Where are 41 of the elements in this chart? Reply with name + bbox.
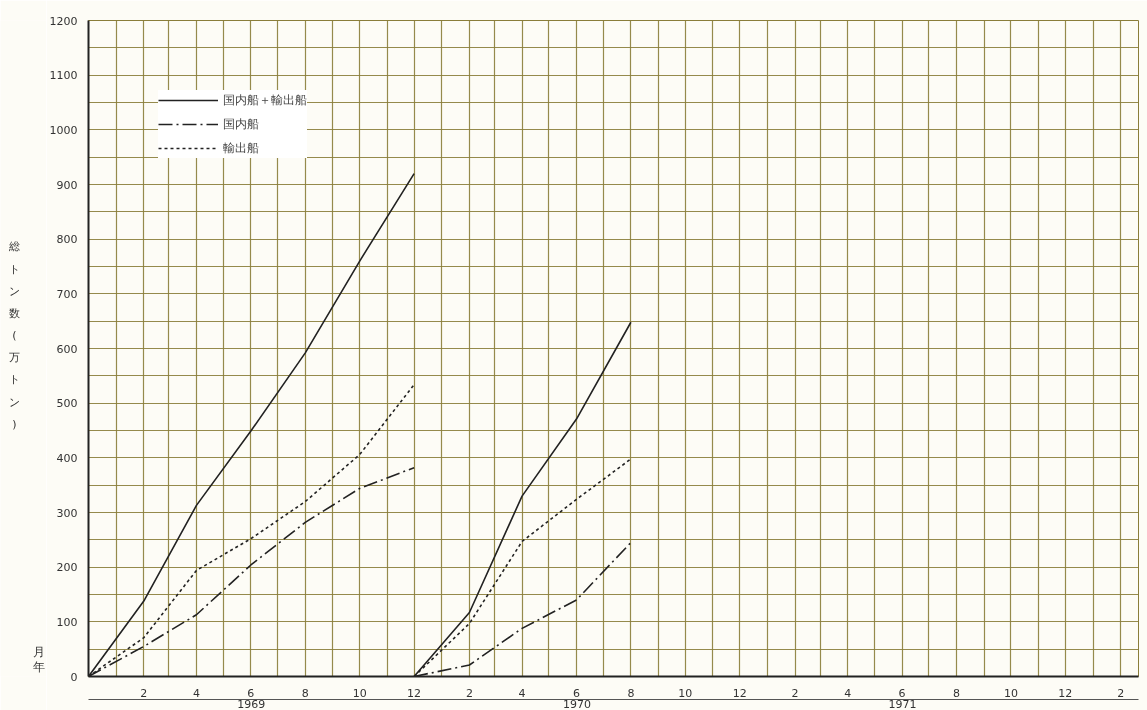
x-tick-label: 6 bbox=[898, 686, 906, 700]
y-tick-label: 100 bbox=[56, 615, 78, 629]
text: 1969 bbox=[237, 697, 266, 710]
y-tick-label: 1100 bbox=[49, 69, 78, 83]
legend-label: 国内船＋輸出船 bbox=[223, 91, 307, 109]
x-tick-label: 6 bbox=[247, 686, 255, 700]
x-tick-label: 8 bbox=[953, 686, 961, 700]
y-tick-label: 800 bbox=[56, 233, 78, 247]
x-tick-label: 4 bbox=[844, 686, 852, 700]
x-tick-label: 10 bbox=[1003, 686, 1018, 700]
y-tick-label: 300 bbox=[56, 506, 78, 520]
x-tick-label: 2 bbox=[140, 686, 148, 700]
x-tick-label: 4 bbox=[192, 686, 200, 700]
y-tick-label: 400 bbox=[56, 451, 78, 465]
y-tick-label: 500 bbox=[56, 397, 78, 411]
legend-label: 国内船 bbox=[223, 115, 259, 133]
text: 1970 bbox=[562, 697, 591, 710]
x-tick-label: 2 bbox=[1117, 686, 1125, 700]
x-tick-label: 8 bbox=[627, 686, 635, 700]
x-tick-label: 10 bbox=[352, 686, 367, 700]
x-tick-label: 12 bbox=[407, 686, 422, 700]
x-tick-label: 2 bbox=[465, 686, 473, 700]
y-tick-label: 700 bbox=[56, 287, 78, 301]
x-axis-title: 月 bbox=[32, 644, 45, 659]
y-tick-label: 1000 bbox=[49, 123, 78, 137]
legend-label: 輸出船 bbox=[223, 139, 259, 157]
text: 年 bbox=[32, 660, 45, 675]
text: 1971 bbox=[888, 697, 917, 710]
x-tick-label: 10 bbox=[678, 686, 693, 700]
y-tick-label: 200 bbox=[56, 561, 78, 575]
x-tick-label: 12 bbox=[732, 686, 747, 700]
x-tick-label: 4 bbox=[518, 686, 526, 700]
y-tick-label: 600 bbox=[56, 342, 78, 356]
y-tick-label: 0 bbox=[70, 670, 78, 684]
y-tick-label: 1200 bbox=[49, 14, 78, 28]
y-tick-label: 900 bbox=[56, 178, 78, 192]
x-tick-label: 8 bbox=[301, 686, 309, 700]
x-tick-label: 12 bbox=[1058, 686, 1073, 700]
x-tick-label: 6 bbox=[572, 686, 580, 700]
x-tick-label: 2 bbox=[791, 686, 799, 700]
text: 総トン数(万トン) bbox=[9, 240, 20, 431]
